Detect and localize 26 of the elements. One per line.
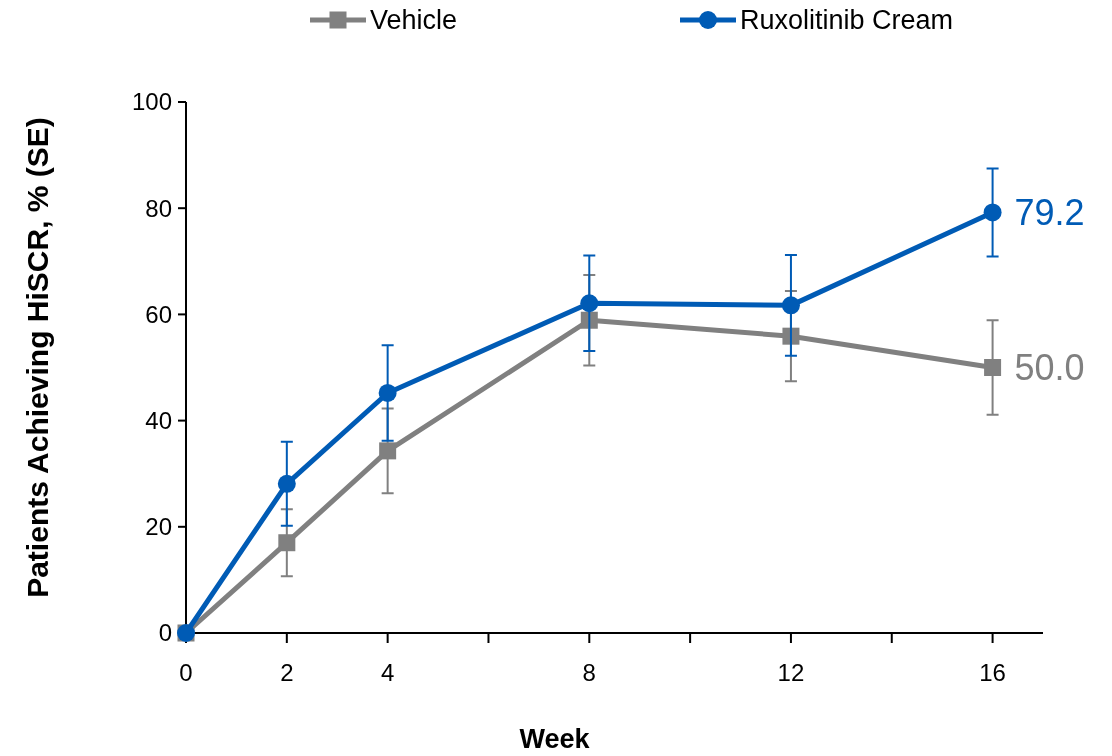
y-tick-label: 60: [145, 300, 172, 328]
x-tick-label: 8: [582, 659, 596, 686]
x-tick-label: 4: [380, 659, 395, 686]
y-tick-label: 40: [145, 407, 172, 434]
x-tick-label: 16: [979, 659, 1006, 686]
point: [277, 474, 296, 493]
y-tick-label: 80: [145, 194, 172, 222]
point: [379, 442, 397, 460]
x-tick-label: 0: [179, 659, 193, 686]
point: [278, 534, 296, 552]
y-tick-label: 100: [131, 88, 172, 116]
x-tick-label: 12: [777, 659, 805, 686]
legend-label: Ruxolitinib Cream: [740, 5, 954, 36]
point: [378, 383, 397, 402]
y-axis-title: Patients Achieving HiSCR, % (SE): [21, 117, 54, 598]
x-axis-title: Week: [519, 724, 591, 754]
data-label: 79.2: [1014, 192, 1085, 234]
point: [984, 359, 1002, 376]
legend-label: Vehicle: [370, 5, 458, 36]
data-label: 50.0: [1014, 347, 1085, 389]
x-tick-label: 2: [280, 659, 294, 686]
point: [983, 203, 1002, 222]
point: [580, 294, 599, 313]
point: [781, 296, 800, 315]
y-tick-label: 0: [158, 619, 172, 647]
y-tick-label: 20: [145, 513, 172, 541]
